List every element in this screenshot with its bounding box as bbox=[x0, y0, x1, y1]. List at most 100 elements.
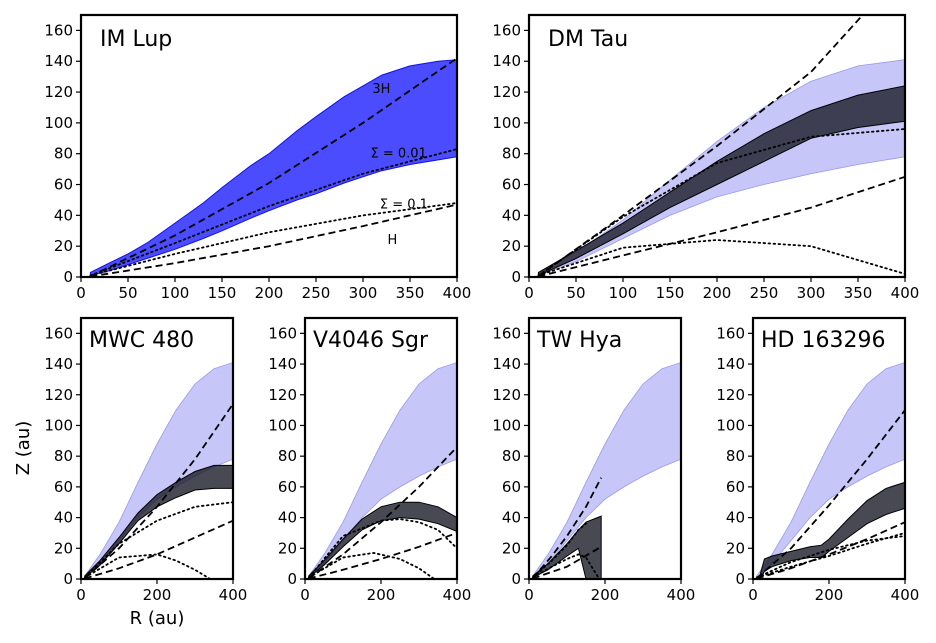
line-h bbox=[532, 546, 602, 579]
y-tick-label: 100 bbox=[268, 416, 297, 434]
x-tick-label: 50 bbox=[118, 284, 137, 302]
x-tick-label: 300 bbox=[797, 284, 826, 302]
y-tick-label: 0 bbox=[735, 570, 745, 588]
plot-area bbox=[755, 362, 905, 579]
x-tick-label: 350 bbox=[844, 284, 873, 302]
x-tick-label: 400 bbox=[667, 586, 696, 604]
y-tick-label: 40 bbox=[502, 509, 521, 527]
y-tick-label: 0 bbox=[63, 570, 73, 588]
x-tick-label: 200 bbox=[367, 586, 396, 604]
y-tick-label: 120 bbox=[44, 386, 73, 404]
y-tick-label: 20 bbox=[54, 539, 73, 557]
y-tick-label: 0 bbox=[287, 570, 297, 588]
x-tick-label: 0 bbox=[524, 586, 534, 604]
y-tick-label: 120 bbox=[492, 386, 521, 404]
line-0-1 bbox=[755, 532, 905, 579]
reference-band bbox=[756, 362, 905, 579]
line-3h bbox=[537, 15, 864, 277]
line-0-1 bbox=[531, 553, 601, 579]
y-tick-label: 80 bbox=[278, 447, 297, 465]
y-tick-label: 140 bbox=[44, 52, 73, 70]
annotation-0-01: Σ = 0.01 bbox=[371, 147, 427, 162]
y-tick-label: 80 bbox=[726, 447, 745, 465]
line-0-01 bbox=[531, 522, 587, 579]
line-3h bbox=[84, 403, 233, 579]
y-tick-label: 60 bbox=[278, 478, 297, 496]
x-tick-label: 0 bbox=[748, 586, 758, 604]
emission-surface-band bbox=[84, 464, 233, 579]
line-0-01 bbox=[83, 501, 233, 579]
y-tick-label: 160 bbox=[492, 324, 521, 342]
x-tick-label: 50 bbox=[566, 284, 585, 302]
annotation-3h: 3H bbox=[372, 82, 390, 97]
x-tick-label: 100 bbox=[161, 284, 190, 302]
plot-area bbox=[89, 57, 457, 277]
line-3h bbox=[308, 446, 457, 579]
panel-tw-hya: 0 200 400 0 20 40 60 80 100 120 140 160 TW Hya bbox=[492, 316, 696, 604]
x-tick-label: 0 bbox=[524, 284, 534, 302]
plot-area bbox=[83, 362, 233, 579]
y-tick-label: 120 bbox=[268, 386, 297, 404]
y-tick-label: 20 bbox=[502, 539, 521, 557]
line-3h bbox=[532, 477, 602, 579]
x-tick-label: 300 bbox=[349, 284, 378, 302]
x-tick-label: 250 bbox=[750, 284, 779, 302]
y-tick-label: 20 bbox=[54, 237, 73, 255]
y-tick-label: 160 bbox=[44, 324, 73, 342]
x-tick-label: 200 bbox=[591, 586, 620, 604]
x-tick-label: 0 bbox=[76, 586, 86, 604]
y-tick-label: 100 bbox=[716, 416, 745, 434]
line-h bbox=[308, 532, 457, 579]
y-tick-label: 140 bbox=[44, 355, 73, 373]
panels: 0 50 100 150 200 250 300 350 4000204060801001201… bbox=[44, 13, 920, 604]
y-tick-label: 0 bbox=[511, 268, 521, 286]
panel-title: TW Hya bbox=[536, 328, 622, 353]
panel-title: DM Tau bbox=[548, 27, 628, 52]
line-h bbox=[90, 203, 457, 277]
y-tick-label: 160 bbox=[268, 324, 297, 342]
y-tick-label: 60 bbox=[726, 478, 745, 496]
y-tick-label: 120 bbox=[716, 386, 745, 404]
annotation-h: H bbox=[387, 233, 397, 248]
y-tick-label: 140 bbox=[716, 355, 745, 373]
y-tick-label: 100 bbox=[44, 416, 73, 434]
y-tick-label: 40 bbox=[502, 206, 521, 224]
y-tick-label: 160 bbox=[44, 21, 73, 39]
y-tick-label: 80 bbox=[54, 145, 73, 163]
x-tick-label: 400 bbox=[219, 586, 248, 604]
plot-area bbox=[531, 362, 681, 579]
line-3h bbox=[90, 57, 457, 277]
y-tick-label: 40 bbox=[54, 509, 73, 527]
x-tick-label: 150 bbox=[656, 284, 685, 302]
x-tick-label: 200 bbox=[255, 284, 284, 302]
x-tick-label: 100 bbox=[609, 284, 638, 302]
y-tick-label: 160 bbox=[492, 21, 521, 39]
panel-v4046-sgr: 0 200 400 0 20 40 60 80 100 120 140 160 V4046 Sgr bbox=[268, 316, 471, 604]
panel-hd-163296: 0 200 400 0 20 40 60 80 100 120 140 160 HD 163296 bbox=[716, 316, 919, 604]
y-tick-label: 140 bbox=[268, 355, 297, 373]
emission-surface-band bbox=[308, 501, 457, 579]
y-tick-label: 80 bbox=[502, 447, 521, 465]
y-tick-label: 60 bbox=[502, 176, 521, 194]
x-tick-label: 400 bbox=[891, 284, 920, 302]
y-tick-label: 120 bbox=[44, 83, 73, 101]
x-tick-label: 350 bbox=[396, 284, 425, 302]
line-0-01 bbox=[755, 535, 905, 579]
line-0-1 bbox=[537, 239, 905, 277]
line-0-01 bbox=[537, 128, 905, 277]
plot-area bbox=[307, 362, 457, 579]
line-0-1 bbox=[89, 202, 457, 277]
y-tick-label: 20 bbox=[726, 539, 745, 557]
x-tick-label: 150 bbox=[208, 284, 237, 302]
emission-surface-band bbox=[760, 481, 905, 579]
y-tick-label: 160 bbox=[716, 324, 745, 342]
y-tick-label: 60 bbox=[54, 478, 73, 496]
line-h bbox=[756, 521, 905, 579]
y-tick-label: 100 bbox=[492, 114, 521, 132]
panel-mwc-480: 0 200 400 0 20 40 60 80 100 120 140 160 MWC 480 bbox=[44, 316, 248, 604]
y-tick-label: 40 bbox=[278, 509, 297, 527]
y-tick-label: 0 bbox=[511, 570, 521, 588]
line-3h bbox=[756, 409, 905, 579]
x-tick-label: 250 bbox=[302, 284, 331, 302]
